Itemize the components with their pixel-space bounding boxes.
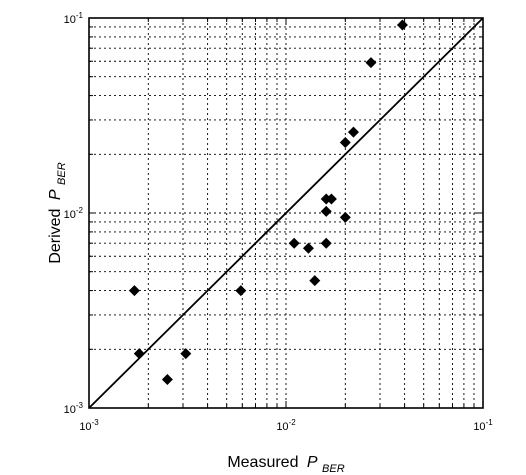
x-tick-labels: 10-3 10-2 10-1 — [79, 418, 493, 433]
x-tick-label: 10-2 — [276, 418, 296, 433]
x-tick-label-base: 10 — [79, 421, 91, 433]
y-tick-label: 10-1 — [64, 11, 84, 26]
data-point — [320, 237, 332, 249]
plot-frame — [88, 17, 484, 409]
x-tick-label: 10-3 — [79, 418, 99, 433]
data-point — [161, 374, 173, 386]
x-axis-label-main: Measured — [227, 454, 298, 471]
data-point — [347, 126, 359, 138]
y-axis-label-variable: P — [47, 189, 64, 200]
y-axis-label: Derived P BER — [47, 162, 68, 263]
data-markers — [128, 19, 408, 386]
x-tick-label-base: 10 — [276, 421, 288, 433]
data-point — [288, 237, 300, 249]
y-tick-label-exponent: -2 — [76, 206, 84, 215]
data-point — [325, 193, 337, 205]
y-tick-label: 10-3 — [64, 401, 84, 416]
y-tick-label-base: 10 — [64, 404, 76, 416]
y-axis-label-subscript: BER — [56, 162, 68, 185]
data-point — [180, 348, 192, 360]
x-axis-label: Measured P BER — [227, 454, 344, 475]
data-point — [320, 205, 332, 217]
data-point — [365, 57, 377, 69]
data-point — [339, 136, 351, 148]
x-tick-label-exponent: -1 — [486, 418, 494, 427]
data-point — [133, 348, 145, 360]
y-tick-labels: 10-310-210-1 — [64, 11, 84, 416]
x-tick-label-exponent: -3 — [92, 418, 100, 427]
reference-line — [88, 17, 484, 409]
y-tick-label-exponent: -3 — [76, 401, 84, 410]
y-tick-label-base: 10 — [64, 209, 76, 221]
x-tick-label-base: 10 — [473, 421, 485, 433]
data-point — [235, 285, 247, 297]
x-axis-label-subscript: BER — [322, 463, 345, 475]
y-tick-label: 10-2 — [64, 206, 84, 221]
data-point — [128, 285, 140, 297]
y-axis-label-main: Derived — [47, 209, 64, 264]
data-point — [302, 242, 314, 254]
x-tick-label: 10-1 — [473, 418, 493, 433]
y-tick-label-base: 10 — [64, 14, 76, 26]
data-point — [396, 19, 408, 31]
x-axis-label-variable: P — [307, 454, 318, 471]
x-tick-label-exponent: -2 — [289, 418, 297, 427]
y-tick-label-exponent: -1 — [76, 11, 84, 20]
data-point — [339, 211, 351, 223]
data-point — [309, 275, 321, 287]
